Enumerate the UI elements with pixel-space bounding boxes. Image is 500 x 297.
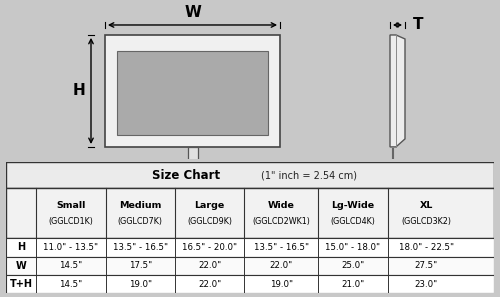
Text: (GGLCD3K2): (GGLCD3K2)	[401, 217, 451, 226]
Ellipse shape	[382, 164, 412, 174]
Text: 16.5" - 20.0": 16.5" - 20.0"	[182, 243, 237, 252]
Text: W: W	[184, 5, 201, 20]
Ellipse shape	[380, 169, 414, 176]
Text: 19.0": 19.0"	[128, 280, 152, 289]
Text: Wide: Wide	[268, 201, 294, 210]
Polygon shape	[390, 35, 405, 147]
Ellipse shape	[156, 166, 228, 180]
Text: 17.5": 17.5"	[128, 261, 152, 270]
Text: Size Chart: Size Chart	[152, 168, 220, 181]
Text: (GGLCD4K): (GGLCD4K)	[330, 217, 376, 226]
Text: 22.0": 22.0"	[198, 280, 221, 289]
Text: 22.0": 22.0"	[198, 261, 221, 270]
Text: 25.0": 25.0"	[342, 261, 364, 270]
Text: T+H: T+H	[10, 279, 32, 289]
Text: 11.0" - 13.5": 11.0" - 13.5"	[44, 243, 98, 252]
Text: Medium: Medium	[119, 201, 162, 210]
Bar	[184, 161, 202, 167]
Bar	[6, 162, 494, 188]
Bar	[6, 257, 494, 275]
Text: 13.5" - 16.5": 13.5" - 16.5"	[112, 243, 168, 252]
Text: 19.0": 19.0"	[270, 280, 293, 289]
Text: (GGLCD1K): (GGLCD1K)	[48, 217, 94, 226]
Text: 21.0": 21.0"	[342, 280, 364, 289]
Bar	[6, 238, 494, 257]
Bar	[188, 147, 198, 161]
Bar	[117, 51, 268, 135]
Text: 18.0" - 22.5": 18.0" - 22.5"	[398, 243, 454, 252]
Text: (1" inch = 2.54 cm): (1" inch = 2.54 cm)	[260, 170, 356, 180]
Text: XL: XL	[420, 201, 433, 210]
Ellipse shape	[152, 172, 234, 182]
Bar	[6, 275, 494, 293]
Text: 22.0": 22.0"	[270, 261, 293, 270]
Text: 14.5": 14.5"	[60, 261, 82, 270]
Bar	[6, 188, 494, 238]
Text: (GGLCD9K): (GGLCD9K)	[187, 217, 232, 226]
Text: Large: Large	[194, 201, 224, 210]
Text: Small: Small	[56, 201, 86, 210]
Ellipse shape	[148, 177, 236, 185]
Text: 27.5": 27.5"	[414, 261, 438, 270]
Bar	[105, 35, 280, 147]
Text: 23.0": 23.0"	[414, 280, 438, 289]
Text: 14.5": 14.5"	[60, 280, 82, 289]
Text: W: W	[16, 261, 26, 271]
Text: Lg-Wide: Lg-Wide	[332, 201, 374, 210]
Text: H: H	[17, 242, 25, 252]
Text: T: T	[413, 18, 424, 32]
Text: H: H	[72, 83, 85, 98]
Text: (GGLCD7K): (GGLCD7K)	[118, 217, 162, 226]
Text: 13.5" - 16.5": 13.5" - 16.5"	[254, 243, 309, 252]
Text: 15.0" - 18.0": 15.0" - 18.0"	[326, 243, 380, 252]
Text: (GGLCD2WK1): (GGLCD2WK1)	[252, 217, 310, 226]
